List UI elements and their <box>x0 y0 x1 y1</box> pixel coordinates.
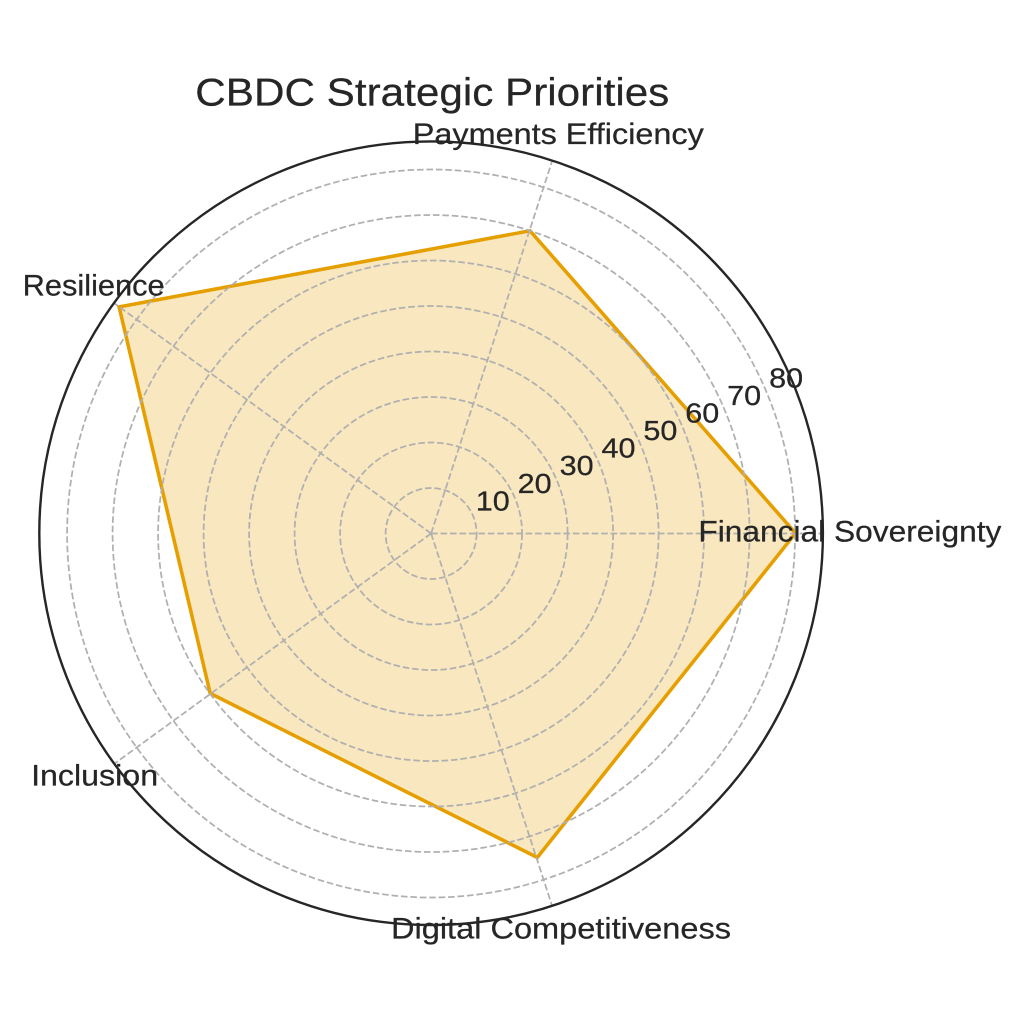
svg-text:Digital Competitiveness: Digital Competitiveness <box>391 912 731 945</box>
svg-text:70: 70 <box>727 380 761 411</box>
svg-text:80: 80 <box>769 363 803 394</box>
svg-text:40: 40 <box>602 433 636 464</box>
svg-text:50: 50 <box>643 415 677 446</box>
svg-text:Resilience: Resilience <box>23 270 165 303</box>
svg-text:Inclusion: Inclusion <box>31 760 158 793</box>
svg-text:20: 20 <box>518 468 552 499</box>
svg-text:60: 60 <box>685 398 719 429</box>
svg-text:10: 10 <box>476 485 510 516</box>
svg-text:Financial Sovereignty: Financial Sovereignty <box>698 516 1001 549</box>
svg-text:30: 30 <box>560 450 594 481</box>
svg-text:Payments Efficiency: Payments Efficiency <box>413 118 704 151</box>
svg-text:CBDC Strategic Priorities: CBDC Strategic Priorities <box>195 72 669 115</box>
